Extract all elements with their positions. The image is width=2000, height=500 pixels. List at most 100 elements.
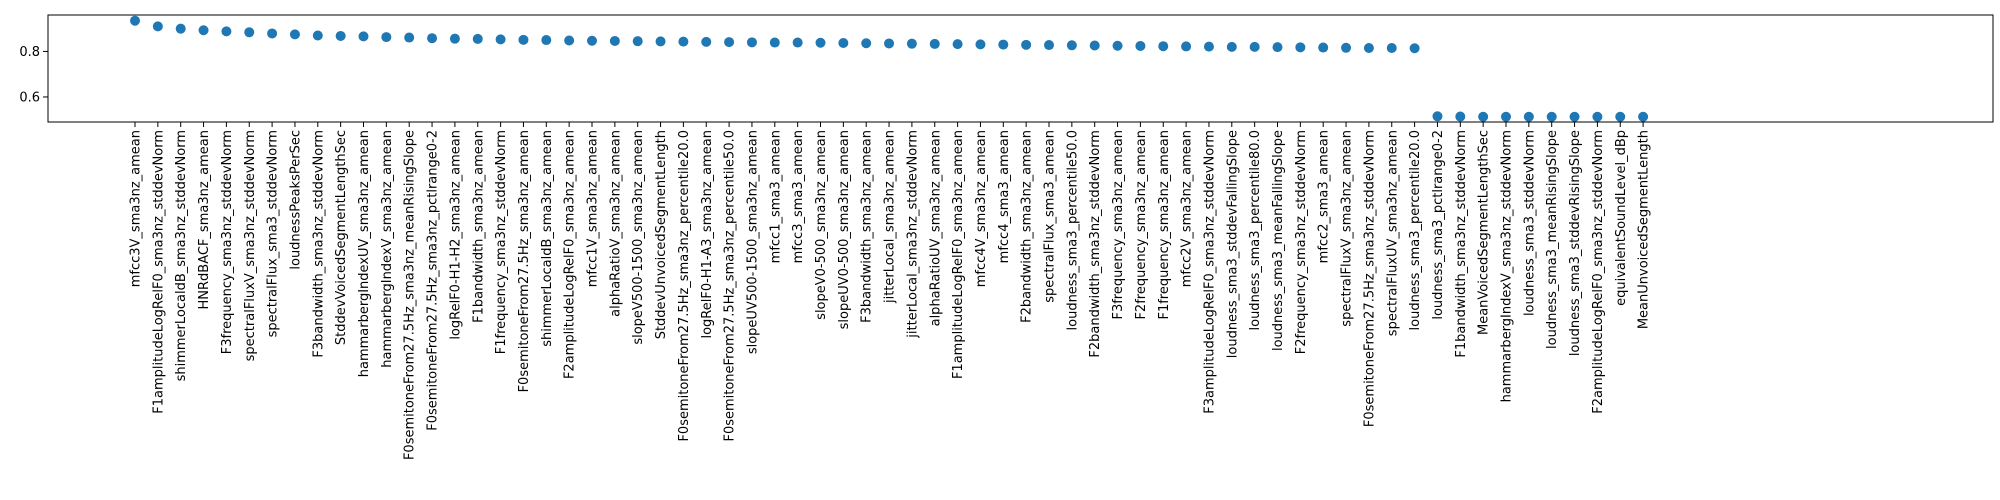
x-tick-label: F3frequency_sma3nz_stddevNorm: [220, 130, 235, 354]
x-tick-label: F3bandwidth_sma3nz_amean: [860, 130, 875, 323]
data-point: [1592, 111, 1603, 122]
data-point: [746, 37, 757, 48]
x-tick-label: F2bandwidth_sma3nz_amean: [1020, 130, 1035, 323]
x-tick-label: mfcc1V_sma3nz_amean: [586, 130, 601, 287]
y-tick-label: 0.6: [19, 90, 40, 105]
data-point: [1135, 40, 1146, 51]
x-tick-label: slopeV500-1500_sma3nz_amean: [631, 130, 646, 345]
x-tick-label: HNRdBACF_sma3nz_amean: [197, 130, 212, 310]
x-tick-label: slopeV0-500_sma3nz_amean: [814, 130, 829, 320]
data-point: [998, 39, 1009, 50]
data-point: [1615, 111, 1626, 122]
x-tick-label: hammarbergIndexV_sma3nz_amean: [380, 130, 395, 368]
x-tick-label: F3frequency_sma3nz_amean: [1111, 130, 1126, 320]
plot-frame: [47, 14, 1994, 123]
data-point: [1638, 111, 1649, 122]
data-point: [815, 37, 826, 48]
data-point: [632, 36, 643, 47]
data-point: [472, 33, 483, 44]
data-point: [1203, 41, 1214, 52]
data-point: [267, 28, 278, 39]
data-point: [381, 32, 392, 43]
x-tick-label: loudness_sma3_percentile20.0: [1408, 130, 1423, 330]
x-tick-label: mfcc3V_sma3nz_amean: [129, 130, 144, 287]
data-point: [1226, 41, 1237, 52]
x-tick-label: F0semitoneFrom27.5Hz_sma3nz_pctlrange0-2: [426, 130, 441, 431]
x-axis: mfcc3V_sma3nz_amean F1amplitudeLogRelF0_s…: [129, 122, 1652, 460]
x-tick-label: F1amplitudeLogRelF0_sma3nz_amean: [951, 130, 966, 379]
data-point: [152, 21, 163, 32]
data-point: [427, 33, 438, 44]
data-point: [495, 34, 506, 45]
x-tick-label: jitterLocal_sma3nz_amean: [883, 130, 898, 304]
data-point: [1158, 41, 1169, 52]
x-tick-label: F1bandwidth_sma3nz_amean: [471, 130, 486, 323]
x-tick-label: logRelF0-H1-A3_sma3nz_amean: [700, 130, 715, 339]
data-point: [678, 36, 689, 47]
x-tick-label: mfcc1_sma3_amean: [768, 130, 783, 263]
x-tick-label: mfcc2_sma3_amean: [1317, 130, 1332, 263]
x-tick-label: StddevVoicedSegmentLengthSec: [334, 130, 349, 345]
data-points: [130, 15, 1649, 122]
data-point: [1501, 111, 1511, 122]
x-tick-label: spectralFlux_sma3_stddevNorm: [266, 130, 281, 337]
x-tick-label: spectralFluxV_sma3nz_amean: [1340, 130, 1355, 327]
data-point: [221, 26, 232, 37]
x-tick-label: loudness_sma3_stddevRisingSlope: [1568, 130, 1583, 356]
x-tick-label: F0semitoneFrom27.5Hz_sma3nz_percentile20…: [677, 130, 692, 442]
data-point: [1409, 43, 1420, 54]
x-tick-label: loudnessPeaksPerSec: [288, 130, 303, 270]
x-tick-label: F0semitoneFrom27.5Hz_sma3nz_stddevNorm: [1362, 130, 1377, 427]
x-tick-label: loudness_sma3_meanRisingSlope: [1545, 130, 1560, 349]
data-point: [929, 38, 940, 49]
data-point: [1112, 40, 1123, 51]
data-point: [175, 23, 186, 34]
data-point: [1272, 42, 1283, 53]
data-point: [1089, 40, 1100, 51]
data-point: [358, 31, 369, 42]
data-point: [609, 35, 620, 46]
x-tick-label: hammarbergIndexUV_sma3nz_amean: [357, 130, 372, 377]
x-tick-label: shimmerLocaldB_sma3nz_amean: [540, 130, 555, 347]
x-tick-label: hammarbergIndexV_sma3nz_stddevNorm: [1500, 130, 1515, 402]
x-tick-label: loudness_sma3_percentile50.0: [1065, 130, 1080, 330]
data-point: [906, 38, 917, 49]
data-point: [1523, 111, 1534, 122]
plot-background: [48, 15, 1993, 122]
data-point: [289, 29, 300, 40]
data-point: [1432, 111, 1443, 122]
x-tick-label: F1frequency_sma3nz_amean: [1157, 130, 1172, 320]
data-point: [1295, 42, 1306, 53]
y-tick-label: 0.8: [19, 45, 40, 60]
data-point: [244, 27, 255, 38]
data-point: [952, 39, 963, 50]
data-point: [198, 25, 209, 36]
data-point: [1021, 39, 1032, 50]
data-point: [541, 35, 552, 46]
data-point: [1455, 111, 1466, 122]
x-tick-label: loudness_sma3_percentile80.0: [1248, 130, 1263, 330]
x-tick-label: jitterLocal_sma3nz_stddevNorm: [905, 130, 920, 339]
x-tick-label: spectralFlux_sma3_amean: [1043, 130, 1058, 303]
data-point: [404, 32, 415, 43]
data-point: [792, 37, 803, 48]
x-tick-label: F2amplitudeLogRelF0_sma3nz_amean: [563, 130, 578, 379]
data-point: [587, 35, 597, 46]
x-tick-label: F2frequency_sma3nz_stddevNorm: [1294, 130, 1309, 354]
data-point: [1249, 41, 1260, 52]
x-tick-label: F0semitoneFrom27.5Hz_sma3nz_percentile50…: [723, 130, 738, 442]
x-tick-label: slopeUV0-500_sma3nz_amean: [837, 130, 852, 329]
data-point: [312, 30, 323, 41]
x-tick-label: slopeUV500-1500_sma3nz_amean: [745, 130, 760, 354]
data-point: [769, 37, 780, 48]
data-point: [1341, 42, 1352, 53]
x-tick-label: loudness_sma3_stddevNorm: [1522, 130, 1537, 316]
data-point: [335, 30, 346, 41]
data-point: [130, 15, 140, 26]
x-tick-label: loudness_sma3_stddevFallingSlope: [1225, 130, 1240, 358]
x-tick-label: F0semitoneFrom27.5Hz_sma3nz_amean: [517, 130, 532, 392]
data-point: [1181, 41, 1192, 52]
x-tick-label: MeanVoicedSegmentLengthSec: [1477, 130, 1492, 335]
data-point: [1478, 111, 1489, 122]
